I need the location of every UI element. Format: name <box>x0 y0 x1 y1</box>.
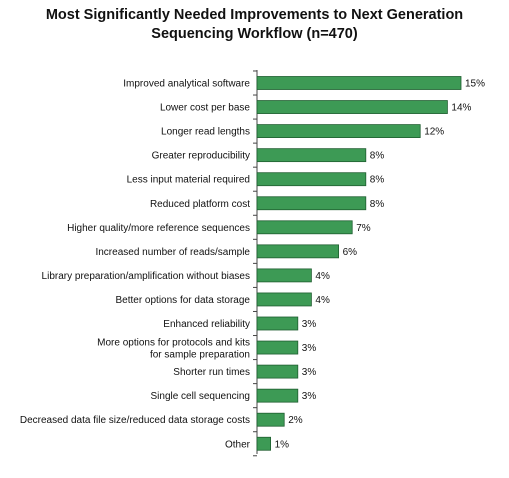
category-label: Increased number of reads/sample <box>95 247 250 258</box>
bar <box>256 124 421 138</box>
bar <box>256 364 299 379</box>
chart-title-line-1: Most Significantly Needed Improvements t… <box>45 7 464 23</box>
category-label: More options for protocols and kits for s… <box>97 338 250 361</box>
bar <box>256 292 312 307</box>
category-label: Enhanced reliability <box>163 319 250 330</box>
bar <box>256 268 312 283</box>
bar <box>256 340 299 355</box>
data-label: 3% <box>302 367 317 378</box>
category-label: Shorter run times <box>173 367 250 378</box>
data-label: 4% <box>315 271 330 282</box>
bar <box>256 412 285 427</box>
data-label: 12% <box>424 127 444 138</box>
bar <box>256 196 367 211</box>
bar <box>256 100 448 114</box>
data-label: 3% <box>302 343 317 354</box>
data-label: 15% <box>465 79 485 90</box>
data-label: 1% <box>275 439 290 450</box>
data-label: 8% <box>370 199 385 210</box>
data-label: 4% <box>315 295 330 306</box>
category-label: Reduced platform cost <box>150 199 250 210</box>
bar <box>256 388 299 403</box>
data-label: 2% <box>288 415 303 426</box>
bar <box>256 316 299 331</box>
data-label: 6% <box>343 247 358 258</box>
category-label: Decreased data file size/reduced data st… <box>20 415 250 426</box>
category-label: Improved analytical software <box>123 79 250 90</box>
category-label: Greater reproducibility <box>152 151 250 162</box>
bar <box>256 76 462 90</box>
bar <box>256 220 353 235</box>
bar <box>256 436 272 451</box>
bar <box>256 148 367 163</box>
chart-title-line-2: Sequencing Workflow (n=470) <box>151 26 358 42</box>
data-label: 8% <box>370 175 385 186</box>
category-label: Other <box>225 439 251 450</box>
data-label: 8% <box>370 151 385 162</box>
category-label: Single cell sequencing <box>150 391 250 402</box>
data-label: 7% <box>356 223 371 234</box>
bar <box>256 172 367 187</box>
category-label: Less input material required <box>127 175 250 186</box>
data-label: 14% <box>451 103 471 114</box>
data-label: 3% <box>302 391 317 402</box>
data-label: 3% <box>302 319 317 330</box>
chart-title: Most Significantly Needed Improvements t… <box>0 6 509 44</box>
category-label: Better options for data storage <box>115 295 250 306</box>
category-label: Library preparation/amplification withou… <box>42 271 250 282</box>
category-label: Longer read lengths <box>161 127 250 138</box>
bar <box>256 244 339 259</box>
category-label: Lower cost per base <box>160 103 250 114</box>
category-label: Higher quality/more reference sequences <box>67 223 250 234</box>
